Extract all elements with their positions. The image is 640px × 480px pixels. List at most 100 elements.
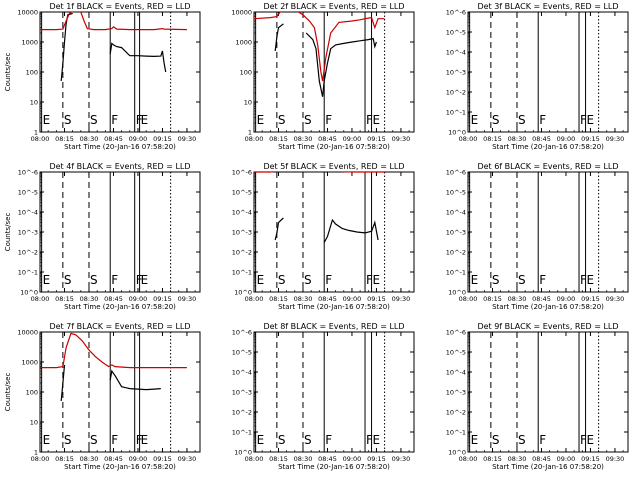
x-tick-label: 08:30 [508,455,527,463]
y-tick-label: 10^-2 [18,249,38,257]
y-tick-label: 10^-6 [18,169,38,177]
y-tick-label: 10^-5 [232,189,252,197]
x-tick-label: 08:45 [318,295,337,303]
x-tick-label: 08:00 [245,135,264,143]
x-tick-label: 09:15 [367,135,386,143]
time-marker-label: F [111,433,118,447]
y-tick-label: 10^-3 [18,229,38,237]
panel-title: Det 5f BLACK = Events, RED = LLD [263,162,404,171]
series-line-2 [323,218,379,243]
y-tick-label: 10^-3 [446,389,466,397]
y-tick-label: 10^-1 [446,109,466,117]
x-tick-label: 09:15 [153,295,172,303]
x-tick-label: 09:15 [367,295,386,303]
x-tick-label: 08:45 [532,295,551,303]
x-tick-label: 08:15 [483,135,502,143]
y-tick-label: 10^-2 [232,249,252,257]
time-marker-label: E [471,273,479,287]
time-marker-label: E [43,113,51,127]
time-marker-label: S [90,113,98,127]
x-tick-label: 08:30 [508,135,527,143]
series-line-3 [40,12,187,31]
x-tick-label: 08:00 [31,455,50,463]
x-tick-label: 09:00 [557,455,576,463]
time-marker-label: F [111,273,118,287]
series-line-2 [305,32,377,97]
y-tick-label: 10^0 [20,289,38,297]
y-tick-label: 100 [240,69,252,77]
x-tick-label: 08:15 [269,295,288,303]
y-tick-label: 10^-6 [232,329,252,337]
panel-title: Det 9f BLACK = Events, RED = LLD [477,322,618,331]
time-marker-label: E [587,113,595,127]
time-marker-label: S [492,273,500,287]
x-axis-label: Start Time (20-Jan-16 07:58:20) [64,463,176,471]
x-tick-label: 08:15 [55,295,74,303]
x-tick-label: 09:30 [178,455,197,463]
time-marker-label: F [366,433,373,447]
time-marker-label: E [141,273,149,287]
time-marker-label: E [373,273,381,287]
y-tick-label: 10^-4 [446,49,466,57]
x-tick-label: 09:15 [581,295,600,303]
y-tick-label: 10^-4 [18,209,38,217]
x-tick-label: 08:00 [459,295,478,303]
x-tick-label: 09:15 [153,455,172,463]
y-tick-label: 1000 [21,359,38,367]
y-tick-label: 10^-3 [446,229,466,237]
time-marker-label: F [580,113,587,127]
panel-title: Det 6f BLACK = Events, RED = LLD [477,162,618,171]
series-line-1 [274,23,284,52]
y-tick-label: 10 [244,99,252,107]
y-tick-label: 10^0 [448,129,466,137]
y-tick-label: 10^-5 [446,349,466,357]
time-marker-label: F [366,273,373,287]
x-tick-label: 08:45 [318,455,337,463]
y-tick-label: 10 [30,419,38,427]
x-tick-label: 09:00 [557,135,576,143]
time-marker-label: E [257,433,265,447]
time-marker-label: S [64,273,72,287]
y-tick-label: 10^-6 [446,9,466,17]
x-tick-label: 08:15 [269,135,288,143]
y-tick-label: 10^-1 [446,429,466,437]
x-tick-label: 08:45 [104,295,123,303]
x-tick-label: 08:15 [55,455,74,463]
panel-title: Det 1f BLACK = Events, RED = LLD [49,2,190,11]
x-tick-label: 09:15 [367,455,386,463]
x-axis-label: Start Time (20-Jan-16 07:58:20) [492,303,604,311]
time-marker-label: S [492,433,500,447]
panel-title: Det 4f BLACK = Events, RED = LLD [49,162,190,171]
time-marker-label: S [278,273,286,287]
y-tick-label: 10^0 [448,289,466,297]
time-marker-label: F [325,113,332,127]
y-tick-label: 1 [34,449,38,457]
time-marker-label: S [492,113,500,127]
y-tick-label: 10^-5 [446,29,466,37]
y-tick-label: 10^-5 [446,189,466,197]
x-tick-label: 08:30 [294,455,313,463]
y-axis-label: Counts/sec [4,213,12,252]
time-marker-label: F [539,433,546,447]
series-line-3 [40,332,187,369]
x-tick-label: 09:15 [581,455,600,463]
y-tick-label: 10^-6 [446,329,466,337]
panel-title: Det 8f BLACK = Events, RED = LLD [263,322,404,331]
time-marker-label: F [325,433,332,447]
time-marker-label: E [587,433,595,447]
x-tick-label: 09:00 [343,295,362,303]
x-tick-label: 08:15 [483,455,502,463]
y-tick-label: 100 [26,69,38,77]
x-tick-label: 09:30 [606,455,625,463]
time-marker-label: S [64,433,72,447]
x-axis-label: Start Time (20-Jan-16 07:58:20) [64,303,176,311]
x-tick-label: 09:15 [153,135,172,143]
time-marker-label: S [518,113,526,127]
x-tick-label: 08:45 [532,455,551,463]
y-tick-label: 10^-4 [232,209,252,217]
y-tick-label: 10^-4 [446,369,466,377]
x-tick-label: 09:15 [581,135,600,143]
y-tick-label: 10^-1 [232,429,252,437]
y-tick-label: 10^-4 [446,209,466,217]
